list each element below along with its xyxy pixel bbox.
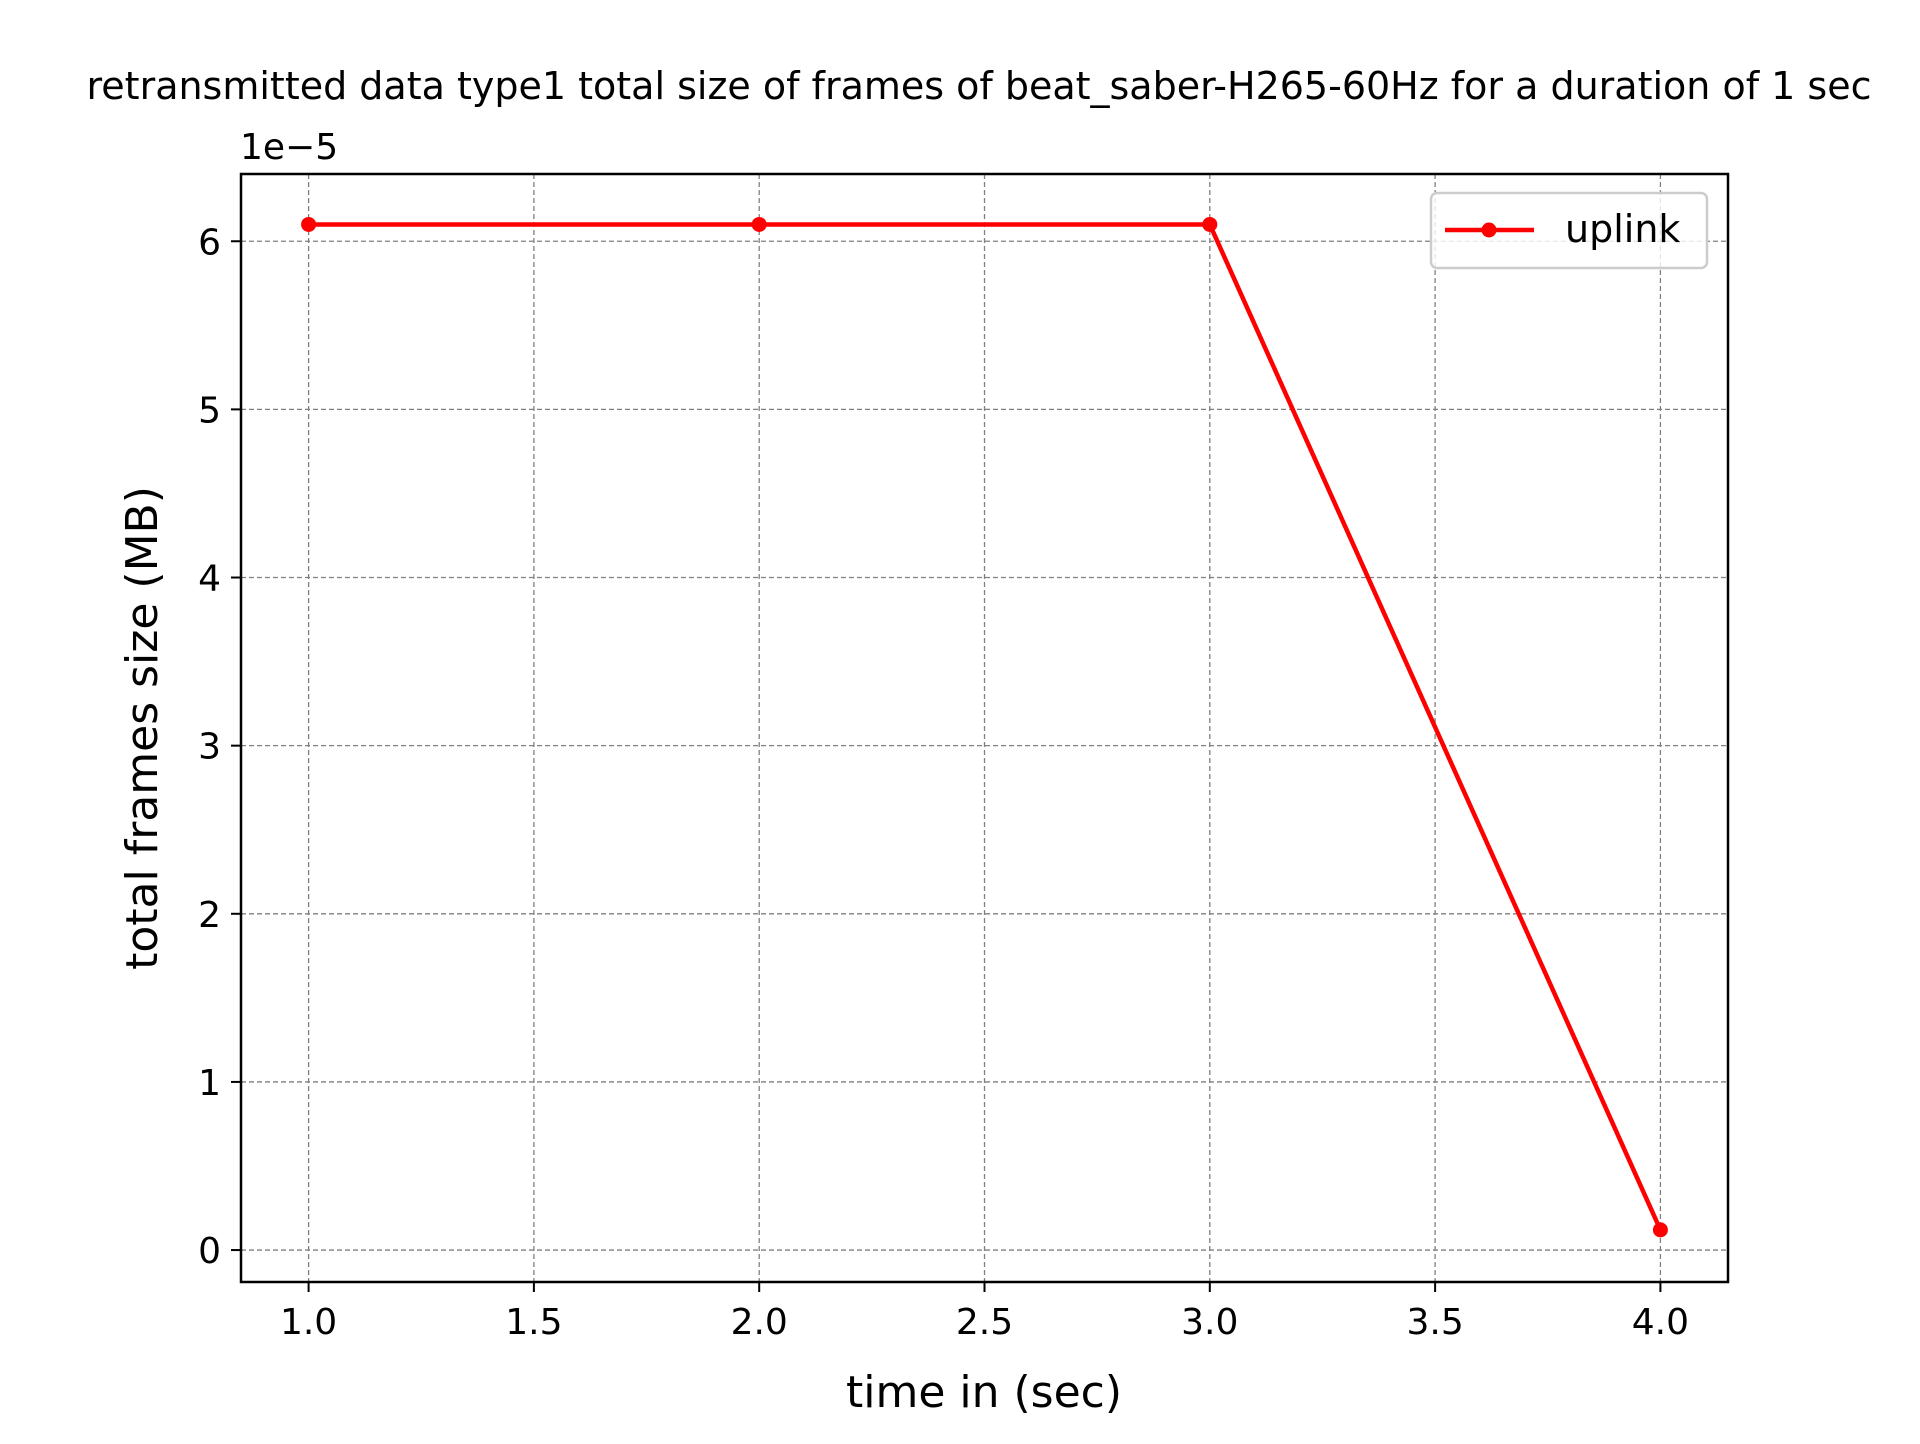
y-axis-offset-label: 1e−5: [240, 127, 338, 168]
series-layer: [301, 216, 1668, 1238]
x-tick-label: 3.0: [1181, 1302, 1238, 1343]
y-tick-label: 3: [198, 727, 221, 768]
y-tick-label: 4: [198, 559, 221, 600]
legend-label-uplink: uplink: [1565, 207, 1680, 251]
y-tick-label: 6: [198, 222, 221, 263]
y-tick-label: 2: [198, 895, 221, 936]
legend: uplink: [1429, 191, 1709, 270]
data-point-uplink: [1202, 216, 1218, 232]
x-tick-label: 1.5: [505, 1302, 562, 1343]
x-tick-label: 3.5: [1406, 1302, 1463, 1343]
axis-ticks: 1.0 1.5 2.0 2.5 3.0 3.5 4.0 0 1 2 3 4 5 6: [198, 222, 1689, 1343]
data-point-uplink: [751, 216, 767, 232]
x-tick-label: 2.0: [731, 1302, 788, 1343]
x-axis-label: time in (sec): [846, 1367, 1122, 1418]
data-point-uplink: [1652, 1222, 1668, 1238]
y-tick-label: 0: [198, 1231, 221, 1272]
series-line-uplink: [308, 222, 1663, 1231]
x-tick-label: 1.0: [280, 1302, 337, 1343]
x-tick-label: 4.0: [1632, 1302, 1689, 1343]
y-axis-label: total frames size (MB): [117, 486, 168, 970]
x-tick-label: 2.5: [956, 1302, 1013, 1343]
legend-marker-uplink: [1481, 222, 1497, 238]
grid: [241, 174, 1728, 1282]
data-point-uplink: [301, 216, 317, 232]
chart-title: retransmitted data type1 total size of f…: [87, 64, 1872, 108]
legend-frame: [1429, 191, 1709, 270]
y-tick-label: 1: [198, 1063, 221, 1104]
y-tick-label: 5: [198, 390, 221, 431]
